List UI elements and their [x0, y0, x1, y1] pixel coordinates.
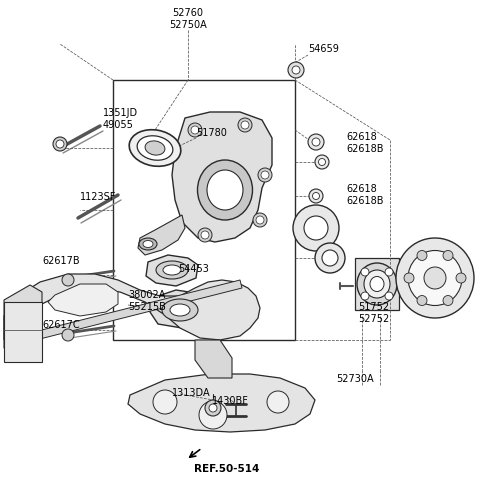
- Text: 38002A
55215B: 38002A 55215B: [128, 290, 166, 312]
- Polygon shape: [138, 215, 185, 255]
- Circle shape: [404, 273, 414, 283]
- Ellipse shape: [315, 243, 345, 273]
- Circle shape: [267, 391, 289, 413]
- Circle shape: [292, 66, 300, 74]
- Ellipse shape: [207, 170, 243, 210]
- Ellipse shape: [163, 265, 181, 275]
- Circle shape: [56, 140, 64, 148]
- Text: 52730A: 52730A: [336, 374, 373, 384]
- Polygon shape: [128, 374, 315, 432]
- Circle shape: [308, 134, 324, 150]
- Polygon shape: [146, 255, 198, 286]
- Ellipse shape: [170, 304, 190, 316]
- Circle shape: [191, 126, 199, 134]
- Ellipse shape: [293, 205, 339, 251]
- Text: 62617B: 62617B: [42, 256, 80, 266]
- Circle shape: [241, 121, 249, 129]
- Text: 54659: 54659: [308, 44, 339, 54]
- Text: 51780: 51780: [196, 128, 227, 138]
- Ellipse shape: [156, 261, 188, 279]
- Circle shape: [319, 158, 325, 165]
- Circle shape: [62, 329, 74, 341]
- Polygon shape: [4, 274, 260, 340]
- Circle shape: [312, 192, 320, 199]
- Circle shape: [62, 274, 74, 286]
- Polygon shape: [172, 112, 272, 242]
- Ellipse shape: [364, 270, 390, 298]
- Circle shape: [198, 228, 212, 242]
- Circle shape: [417, 250, 427, 261]
- Polygon shape: [48, 284, 118, 316]
- Circle shape: [238, 118, 252, 132]
- Circle shape: [417, 296, 427, 306]
- Circle shape: [258, 168, 272, 182]
- Circle shape: [312, 138, 320, 146]
- Circle shape: [199, 401, 227, 429]
- Text: REF.50-514: REF.50-514: [194, 464, 259, 474]
- Circle shape: [153, 390, 177, 414]
- Circle shape: [443, 250, 453, 261]
- Bar: [4, 302, 42, 362]
- Circle shape: [288, 62, 304, 78]
- Ellipse shape: [322, 250, 338, 266]
- Circle shape: [205, 400, 221, 416]
- Ellipse shape: [197, 160, 252, 220]
- Polygon shape: [208, 304, 230, 322]
- Polygon shape: [10, 280, 242, 346]
- Circle shape: [361, 268, 369, 276]
- Text: 1313DA: 1313DA: [172, 388, 211, 398]
- Circle shape: [53, 137, 67, 151]
- Text: 1430BF: 1430BF: [212, 396, 249, 406]
- Ellipse shape: [143, 240, 153, 247]
- Circle shape: [201, 231, 209, 239]
- Circle shape: [188, 123, 202, 137]
- Text: 62618
62618B: 62618 62618B: [346, 184, 384, 205]
- Circle shape: [385, 292, 393, 300]
- Ellipse shape: [162, 299, 198, 321]
- Circle shape: [261, 171, 269, 179]
- Ellipse shape: [145, 141, 165, 155]
- Ellipse shape: [408, 250, 462, 306]
- Ellipse shape: [304, 216, 328, 240]
- Circle shape: [209, 404, 217, 412]
- Text: 54453: 54453: [178, 264, 209, 274]
- Polygon shape: [195, 340, 232, 378]
- Circle shape: [385, 268, 393, 276]
- Circle shape: [361, 292, 369, 300]
- Circle shape: [315, 155, 329, 169]
- Ellipse shape: [139, 238, 157, 250]
- Circle shape: [456, 273, 466, 283]
- Text: 1123SF: 1123SF: [80, 192, 116, 202]
- Ellipse shape: [137, 136, 173, 160]
- Ellipse shape: [424, 267, 446, 289]
- Ellipse shape: [357, 263, 397, 305]
- Circle shape: [256, 216, 264, 224]
- Polygon shape: [150, 290, 210, 328]
- Polygon shape: [4, 285, 42, 356]
- Text: 1351JD
49055: 1351JD 49055: [103, 108, 138, 130]
- Text: 51752
52752: 51752 52752: [358, 302, 389, 324]
- Text: 62618
62618B: 62618 62618B: [346, 132, 384, 154]
- Bar: [355, 258, 399, 310]
- Ellipse shape: [396, 238, 474, 318]
- Bar: [113, 80, 295, 340]
- Ellipse shape: [370, 277, 384, 292]
- Text: 52760
52750A: 52760 52750A: [169, 8, 207, 30]
- Ellipse shape: [129, 130, 181, 166]
- Circle shape: [309, 189, 323, 203]
- Text: 62617C: 62617C: [42, 320, 80, 330]
- Circle shape: [443, 296, 453, 306]
- Circle shape: [253, 213, 267, 227]
